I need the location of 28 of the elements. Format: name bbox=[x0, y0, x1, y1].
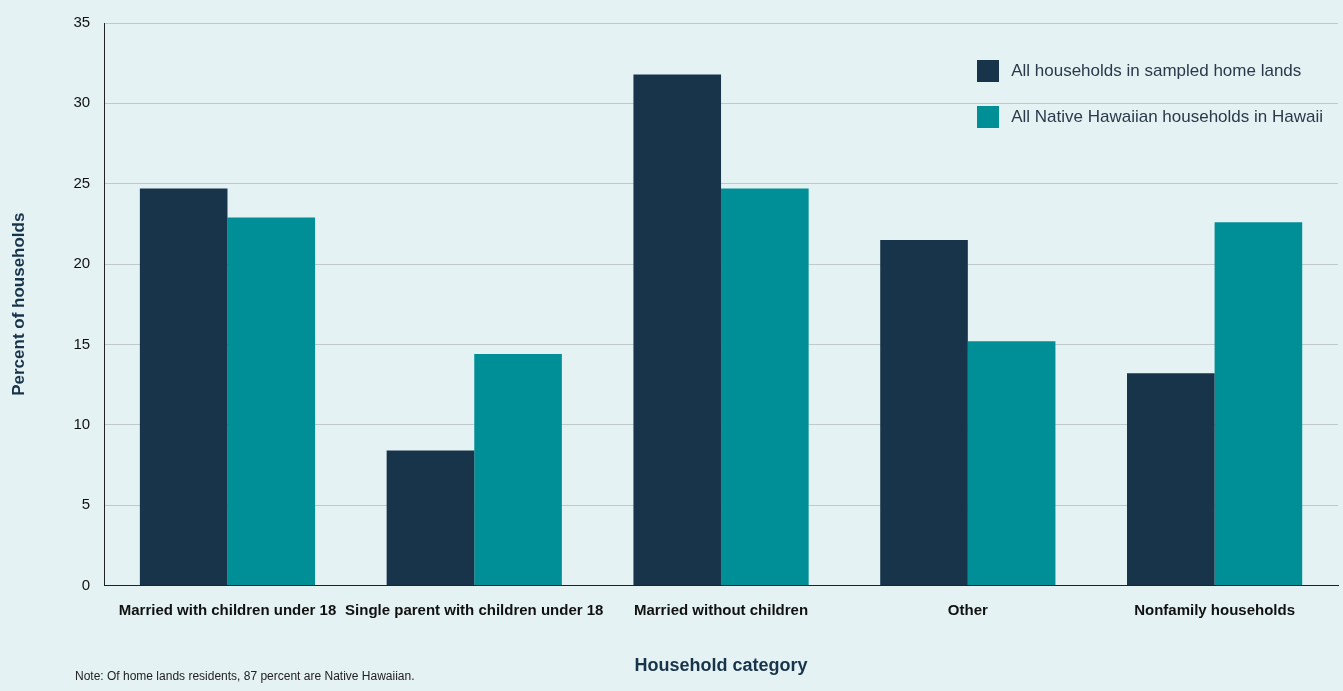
x-axis-title: Household category bbox=[634, 655, 808, 676]
bar bbox=[721, 188, 809, 585]
x-tick-label: Nonfamily households bbox=[1134, 600, 1296, 618]
bar bbox=[474, 354, 562, 585]
x-tick-label: Married with children under 18 bbox=[118, 600, 337, 618]
y-tick-label: 0 bbox=[81, 575, 91, 593]
x-tick-label: Single parent with children under 18 bbox=[345, 600, 604, 618]
bar bbox=[967, 341, 1056, 585]
bar bbox=[139, 188, 228, 585]
bar bbox=[880, 239, 968, 585]
legend-label: All Native Hawaiian households in Hawaii bbox=[1011, 107, 1323, 127]
y-tick-label: 35 bbox=[73, 13, 91, 31]
y-tick-label: 20 bbox=[73, 254, 91, 272]
text: Note: Of home lands residents, 87 percent are Native Hawaiian. bbox=[75, 669, 415, 683]
legend-label: All households in sampled home lands bbox=[1011, 61, 1302, 81]
bar bbox=[1214, 222, 1303, 585]
x-tick-label: Married without children bbox=[633, 600, 809, 618]
x-tick-label: Other bbox=[947, 600, 988, 618]
bar bbox=[386, 450, 475, 585]
y-axis-title: Percent of households bbox=[8, 212, 28, 396]
y-tick-label: 10 bbox=[73, 414, 91, 432]
bar bbox=[1127, 373, 1215, 585]
y-tick-label: 25 bbox=[73, 173, 91, 191]
y-tick-label: 30 bbox=[73, 93, 91, 111]
bar bbox=[633, 74, 722, 585]
bar bbox=[227, 217, 316, 585]
y-tick-label: 5 bbox=[81, 495, 91, 513]
y-tick-label: 15 bbox=[73, 334, 91, 352]
